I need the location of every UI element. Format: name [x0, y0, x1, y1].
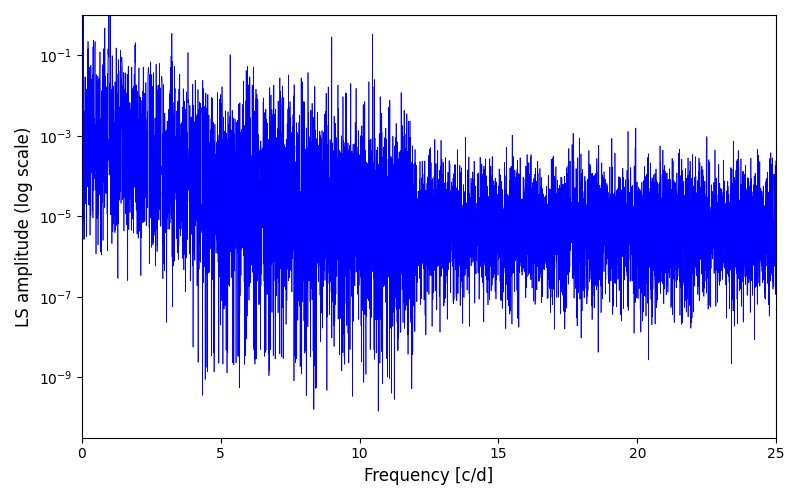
Y-axis label: LS amplitude (log scale): LS amplitude (log scale) — [15, 126, 33, 326]
X-axis label: Frequency [c/d]: Frequency [c/d] — [364, 467, 494, 485]
